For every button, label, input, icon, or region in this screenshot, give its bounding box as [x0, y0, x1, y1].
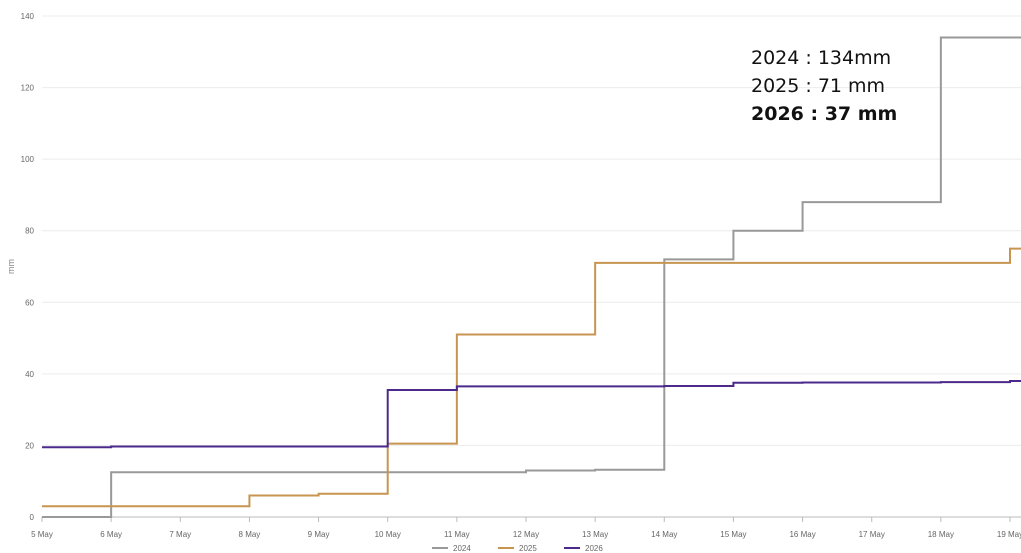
x-tick-label: 19 May	[997, 530, 1021, 539]
x-tick-label: 6 May	[100, 530, 122, 539]
series-line-2025	[42, 247, 1021, 508]
y-tick-label: 20	[25, 441, 34, 450]
x-tick-label: 12 May	[513, 530, 539, 539]
x-tick-label: 5 May	[31, 530, 53, 539]
y-tick-label: 100	[21, 155, 35, 164]
series-lines	[42, 36, 1021, 518]
x-tick-label: 10 May	[375, 530, 401, 539]
annotation-line: 2024 : 134mm	[751, 47, 891, 69]
y-tick-label: 140	[21, 12, 35, 21]
x-tick-label: 15 May	[720, 530, 746, 539]
legend-label-2025: 2025	[519, 544, 537, 553]
legend: 2024 2025 2026	[432, 544, 603, 553]
x-tick-label: 18 May	[928, 530, 954, 539]
x-tick-label: 11 May	[444, 530, 470, 539]
y-tick-label: 120	[21, 84, 35, 93]
x-tick-label: 17 May	[859, 530, 885, 539]
annotation-line: 2026 : 37 mm	[751, 103, 897, 125]
annotation-line: 2025 : 71 mm	[751, 75, 885, 97]
x-tick-label: 16 May	[789, 530, 815, 539]
annotation-box: 2024 : 134mm 2025 : 71 mm 2026 : 37 mm	[751, 47, 897, 125]
y-axis-label: mm	[6, 259, 16, 274]
y-tick-label: 60	[25, 298, 34, 307]
x-tick-label: 14 May	[651, 530, 677, 539]
series-line-2026	[42, 380, 1021, 449]
y-tick-label: 80	[25, 227, 34, 236]
series-line-2024	[42, 36, 1021, 518]
legend-label-2026: 2026	[585, 544, 603, 553]
x-tick-label: 9 May	[308, 530, 330, 539]
y-tick-label: 0	[30, 513, 35, 522]
grid-lines	[42, 15, 1021, 518]
y-axis-ticks: 0 20 40 60 80 100 120 140	[21, 12, 35, 522]
x-axis: 5 May 6 May 7 May 8 May 9 May 10 May 11 May 12 …	[31, 516, 1021, 539]
x-tick-label: 8 May	[239, 530, 261, 539]
y-tick-label: 40	[25, 370, 34, 379]
legend-label-2024: 2024	[453, 544, 471, 553]
x-tick-label: 13 May	[582, 530, 608, 539]
x-tick-label: 7 May	[169, 530, 191, 539]
